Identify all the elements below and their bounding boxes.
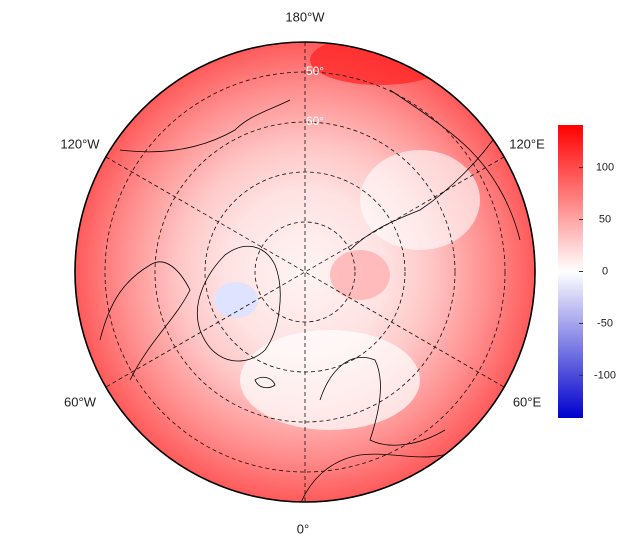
longitude-label: 120°W [60,136,100,151]
longitude-label: 0° [297,521,309,536]
map-field [75,42,535,502]
colorbar-tick-label: 100 [596,162,614,174]
colorbar: 100 50 0 -50 -100 [558,125,616,418]
latitude-label: 50° [306,64,324,78]
longitude-label: 60°E [513,394,542,409]
longitude-label: 120°E [509,136,545,151]
longitude-label: 60°W [64,394,97,409]
colorbar-scale [558,125,583,418]
colorbar-tick-label: 50 [599,213,611,225]
latitude-label: 60° [306,114,324,128]
graticule [104,42,506,502]
colorbar-tick-label: 0 [602,265,608,277]
longitude-label: 180°W [285,9,325,24]
colorbar-tick-label: -50 [597,317,613,329]
colorbar-tick-label: -100 [594,369,616,381]
map-boundary [74,41,536,503]
